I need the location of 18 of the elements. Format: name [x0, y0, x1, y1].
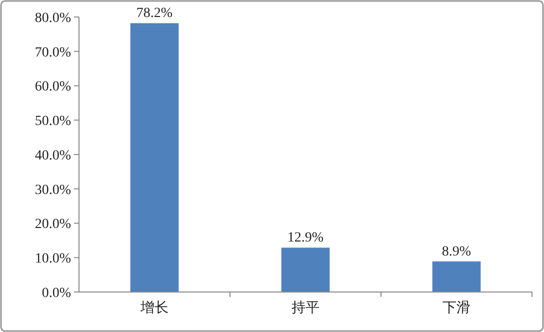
x-tick-label: 下滑 [442, 300, 470, 316]
y-tick-label: 70.0% [34, 45, 72, 60]
y-tick-label: 0.0% [42, 286, 72, 301]
data-label: 12.9% [287, 230, 324, 246]
y-tick-label: 30.0% [34, 182, 72, 198]
x-tick-label: 增长 [140, 300, 168, 316]
bar [130, 23, 179, 292]
data-label: 78.2% [136, 6, 173, 22]
bar [281, 248, 330, 292]
y-tick-label: 60.0% [34, 80, 72, 95]
data-label: 8.9% [442, 244, 472, 260]
y-tick-label: 80.0% [34, 10, 72, 26]
bar [432, 261, 481, 292]
y-tick-label: 20.0% [34, 217, 72, 232]
x-tick-label: 持平 [292, 300, 320, 316]
y-tick-label: 40.0% [34, 148, 72, 164]
y-tick-label: 10.0% [34, 252, 72, 267]
y-tick-label: 50.0% [34, 114, 72, 130]
